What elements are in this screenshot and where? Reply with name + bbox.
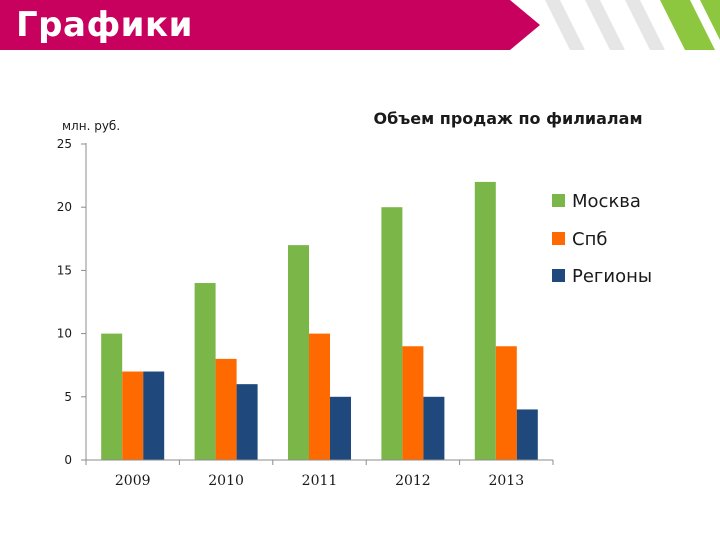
title-banner: Графики bbox=[0, 0, 720, 50]
y-tick-label: 15 bbox=[57, 263, 72, 277]
x-axis-ticks: 2009 2010 2011 2012 2013 bbox=[115, 473, 524, 489]
x-tick-label: 2013 bbox=[488, 473, 524, 489]
bar-spb-2013 bbox=[495, 346, 517, 460]
bar-regions-2011 bbox=[330, 396, 351, 460]
bar-spb-2009 bbox=[122, 371, 144, 460]
bars-group bbox=[101, 181, 538, 461]
sales-bar-chart: Объем продаж по филиалам млн. руб. 0 5 10 1… bbox=[57, 109, 652, 489]
legend-label: Спб bbox=[572, 229, 607, 250]
banner-shape bbox=[0, 0, 540, 50]
legend-label: Москва bbox=[572, 191, 641, 212]
y-tick-label: 5 bbox=[64, 390, 72, 404]
y-tick-label: 10 bbox=[57, 327, 72, 341]
bar-moscow-2013 bbox=[474, 181, 496, 461]
bar-regions-2013 bbox=[516, 409, 538, 460]
y-tick-label: 0 bbox=[64, 453, 72, 467]
bar-regions-2010 bbox=[236, 384, 258, 460]
bar-moscow-2009 bbox=[101, 333, 123, 460]
banner-decoration bbox=[0, 0, 720, 50]
x-tick-label: 2009 bbox=[115, 473, 151, 489]
legend-swatch bbox=[552, 194, 565, 207]
axes-group bbox=[81, 143, 554, 465]
x-tick-label: 2012 bbox=[395, 473, 431, 489]
bar-moscow-2010 bbox=[194, 283, 216, 460]
banner-green-stripes bbox=[660, 0, 720, 50]
y-tick-label: 20 bbox=[57, 200, 72, 214]
chart-title: Объем продаж по филиалам bbox=[373, 109, 642, 128]
x-tick-label: 2011 bbox=[302, 473, 338, 489]
legend: Москва Спб Регионы bbox=[552, 191, 652, 287]
bar-regions-2009 bbox=[143, 371, 165, 460]
legend-swatch bbox=[552, 269, 565, 282]
y-axis-label: млн. руб. bbox=[62, 119, 120, 133]
x-tick-label: 2010 bbox=[208, 473, 244, 489]
bar-regions-2012 bbox=[423, 396, 445, 460]
slide-title: Графики bbox=[16, 5, 193, 45]
y-tick-label: 25 bbox=[57, 137, 72, 151]
legend-label: Регионы bbox=[572, 266, 652, 287]
banner-stripes bbox=[545, 0, 665, 50]
y-axis-ticks: 0 5 10 15 20 25 bbox=[57, 137, 72, 467]
bar-spb-2010 bbox=[215, 358, 237, 460]
bar-moscow-2012 bbox=[381, 207, 403, 460]
chart-area: Объем продаж по филиалам млн. руб. 0 5 10 1… bbox=[0, 50, 720, 540]
legend-swatch bbox=[552, 232, 565, 245]
bar-moscow-2011 bbox=[288, 245, 309, 460]
bar-spb-2012 bbox=[402, 346, 424, 460]
bar-spb-2011 bbox=[309, 333, 330, 460]
